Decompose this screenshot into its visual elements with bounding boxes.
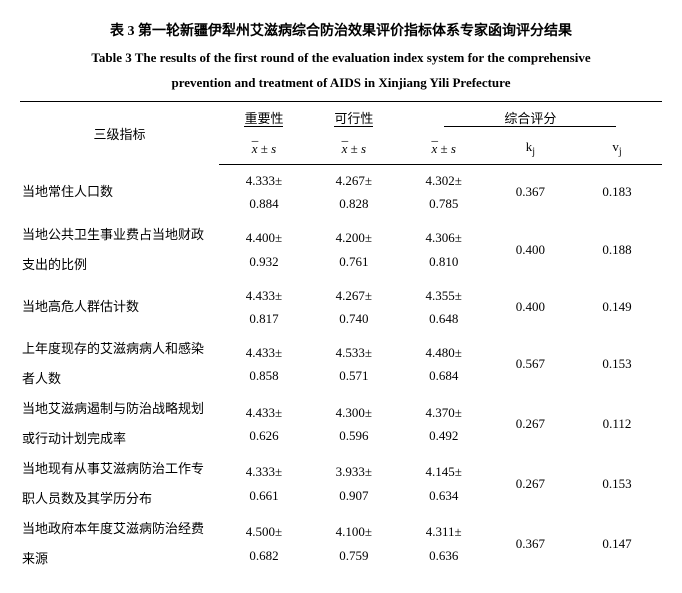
feasibility-cell: 4.200± 0.761 — [309, 220, 399, 280]
header-xs-composite: x ± s — [399, 133, 489, 164]
table-row: 当地公共卫生事业费占当地财政 支出的比例4.400± 0.9324.200± 0… — [20, 220, 662, 280]
importance-cell: 4.333± 0.884 — [219, 164, 309, 219]
indicator-cell: 上年度现存的艾滋病病人和感染 者人数 — [20, 334, 219, 394]
feasibility-cell: 3.933± 0.907 — [309, 454, 399, 514]
table-body: 当地常住人口数4.333± 0.8844.267± 0.8284.302± 0.… — [20, 164, 662, 573]
kj-cell: 0.267 — [489, 454, 572, 514]
indicator-cell: 当地现有从事艾滋病防治工作专 职人员数及其学历分布 — [20, 454, 219, 514]
results-table: 三级指标 重要性 可行性 综合评分 x ± s x ± s x ± s kj v… — [20, 101, 662, 573]
header-importance: 重要性 — [219, 102, 309, 134]
composite-cell: 4.145± 0.634 — [399, 454, 489, 514]
importance-cell: 4.500± 0.682 — [219, 514, 309, 574]
title-en-line2: prevention and treatment of AIDS in Xinj… — [172, 75, 511, 90]
indicator-cell: 当地艾滋病遏制与防治战略规划 或行动计划完成率 — [20, 394, 219, 454]
feasibility-cell: 4.267± 0.740 — [309, 280, 399, 335]
header-indicator: 三级指标 — [20, 102, 219, 165]
header-kj: kj — [489, 133, 572, 164]
vj-cell: 0.188 — [572, 220, 662, 280]
kj-cell: 0.367 — [489, 164, 572, 219]
importance-cell: 4.433± 0.858 — [219, 334, 309, 394]
feasibility-cell: 4.100± 0.759 — [309, 514, 399, 574]
table-row: 当地现有从事艾滋病防治工作专 职人员数及其学历分布4.333± 0.6613.9… — [20, 454, 662, 514]
table-row: 上年度现存的艾滋病病人和感染 者人数4.433± 0.8584.533± 0.5… — [20, 334, 662, 394]
vj-cell: 0.153 — [572, 454, 662, 514]
importance-cell: 4.433± 0.626 — [219, 394, 309, 454]
title-english: Table 3 The results of the first round o… — [20, 46, 662, 95]
composite-cell: 4.302± 0.785 — [399, 164, 489, 219]
vj-cell: 0.183 — [572, 164, 662, 219]
importance-cell: 4.333± 0.661 — [219, 454, 309, 514]
kj-cell: 0.367 — [489, 514, 572, 574]
header-xs-importance: x ± s — [219, 133, 309, 164]
vj-cell: 0.153 — [572, 334, 662, 394]
kj-cell: 0.400 — [489, 280, 572, 335]
header-composite: 综合评分 — [399, 102, 662, 134]
table-row: 当地艾滋病遏制与防治战略规划 或行动计划完成率4.433± 0.6264.300… — [20, 394, 662, 454]
vj-cell: 0.147 — [572, 514, 662, 574]
vj-cell: 0.149 — [572, 280, 662, 335]
importance-cell: 4.433± 0.817 — [219, 280, 309, 335]
table-row: 当地政府本年度艾滋病防治经费 来源4.500± 0.6824.100± 0.75… — [20, 514, 662, 574]
table-row: 当地高危人群估计数4.433± 0.8174.267± 0.7404.355± … — [20, 280, 662, 335]
composite-cell: 4.306± 0.810 — [399, 220, 489, 280]
vj-cell: 0.112 — [572, 394, 662, 454]
title-chinese: 表 3 第一轮新疆伊犁州艾滋病综合防治效果评价指标体系专家函询评分结果 — [20, 20, 662, 40]
header-feasibility: 可行性 — [309, 102, 399, 134]
indicator-cell: 当地政府本年度艾滋病防治经费 来源 — [20, 514, 219, 574]
kj-cell: 0.267 — [489, 394, 572, 454]
feasibility-cell: 4.267± 0.828 — [309, 164, 399, 219]
indicator-cell: 当地高危人群估计数 — [20, 280, 219, 335]
kj-cell: 0.567 — [489, 334, 572, 394]
importance-cell: 4.400± 0.932 — [219, 220, 309, 280]
kj-cell: 0.400 — [489, 220, 572, 280]
composite-cell: 4.480± 0.684 — [399, 334, 489, 394]
indicator-cell: 当地常住人口数 — [20, 164, 219, 219]
composite-cell: 4.311± 0.636 — [399, 514, 489, 574]
composite-cell: 4.355± 0.648 — [399, 280, 489, 335]
composite-cell: 4.370± 0.492 — [399, 394, 489, 454]
table-row: 当地常住人口数4.333± 0.8844.267± 0.8284.302± 0.… — [20, 164, 662, 219]
feasibility-cell: 4.533± 0.571 — [309, 334, 399, 394]
header-xs-feasibility: x ± s — [309, 133, 399, 164]
header-vj: vj — [572, 133, 662, 164]
feasibility-cell: 4.300± 0.596 — [309, 394, 399, 454]
title-en-line1: Table 3 The results of the first round o… — [91, 50, 590, 65]
indicator-cell: 当地公共卫生事业费占当地财政 支出的比例 — [20, 220, 219, 280]
